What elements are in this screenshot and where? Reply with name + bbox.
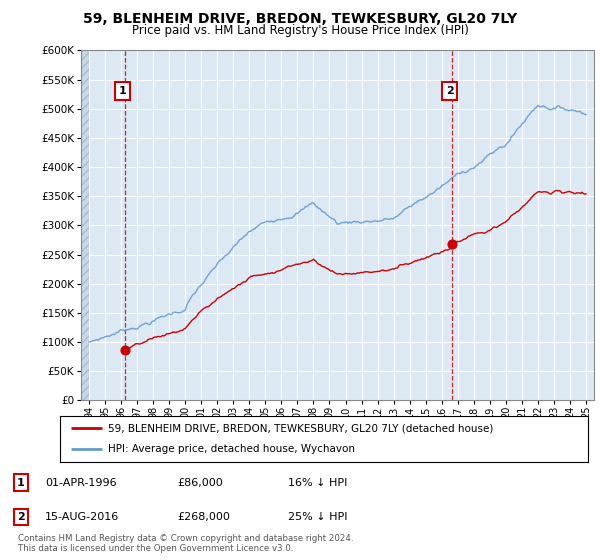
Text: 16% ↓ HPI: 16% ↓ HPI [288,478,347,488]
Text: 59, BLENHEIM DRIVE, BREDON, TEWKESBURY, GL20 7LY (detached house): 59, BLENHEIM DRIVE, BREDON, TEWKESBURY, … [107,423,493,433]
Text: £268,000: £268,000 [177,512,230,522]
Text: £86,000: £86,000 [177,478,223,488]
Text: 1: 1 [17,478,25,488]
Text: 25% ↓ HPI: 25% ↓ HPI [288,512,347,522]
Text: 15-AUG-2016: 15-AUG-2016 [45,512,119,522]
Text: 2: 2 [446,86,454,96]
Text: 2: 2 [17,512,25,522]
Bar [81,50,89,400]
Text: 59, BLENHEIM DRIVE, BREDON, TEWKESBURY, GL20 7LY: 59, BLENHEIM DRIVE, BREDON, TEWKESBURY, … [83,12,517,26]
Text: 1: 1 [119,86,127,96]
Point [447,240,457,249]
Text: Contains HM Land Registry data © Crown copyright and database right 2024.
This d: Contains HM Land Registry data © Crown c… [18,534,353,553]
Text: Price paid vs. HM Land Registry's House Price Index (HPI): Price paid vs. HM Land Registry's House … [131,24,469,36]
Text: HPI: Average price, detached house, Wychavon: HPI: Average price, detached house, Wych… [107,445,355,455]
Point [120,346,130,354]
Text: 01-APR-1996: 01-APR-1996 [45,478,116,488]
